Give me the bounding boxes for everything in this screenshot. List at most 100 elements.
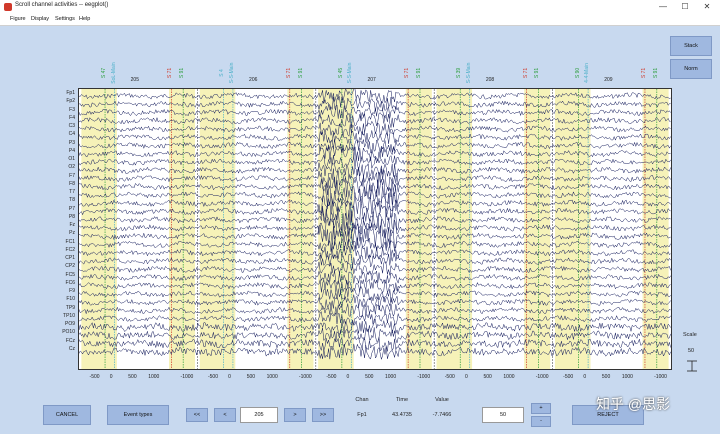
x-tick-label: 0 [464, 374, 468, 380]
amplitude-value: -7.7466 [432, 412, 452, 418]
channel-label: O1 [68, 156, 75, 162]
eeg-channel-trace [79, 278, 671, 294]
x-tick-label: 1000 [266, 374, 278, 380]
channel-label: P4 [68, 147, 75, 154]
event-marker-label: SoL-Main [110, 62, 117, 84]
epoch-number-label: 206 [249, 77, 258, 83]
eeg-channel-trace [79, 319, 671, 335]
x-tick-label: 0 [109, 374, 113, 380]
maximize-button[interactable]: ☐ [681, 2, 689, 11]
x-tick-label: -1000 [654, 374, 667, 380]
event-marker-label: S 91 [534, 67, 541, 79]
epoch-number-label: 205 [130, 77, 139, 83]
eeg-traces [79, 89, 671, 369]
last-epoch-button[interactable]: >> [312, 408, 334, 422]
window-length-input[interactable]: 50 [482, 407, 524, 423]
eeg-plot-area[interactable] [78, 88, 672, 370]
event-marker-label: S 91 [415, 67, 422, 79]
eeg-channel-trace [79, 145, 671, 162]
menu-settings[interactable]: Settings [55, 16, 75, 22]
x-tick-label: -500 [207, 374, 218, 380]
window-title: Scroll channel activities -- eegplot() [15, 2, 109, 8]
time-label: Time [395, 397, 409, 403]
eeg-channel-trace [79, 120, 671, 137]
chan-value: Fp1 [357, 412, 367, 418]
increase-scale-button[interactable]: + [531, 403, 551, 414]
eeg-channel-trace [79, 95, 671, 112]
menu-display[interactable]: Display [31, 16, 50, 22]
eeg-channel-trace [79, 208, 671, 232]
channel-label: TP9 [65, 304, 75, 311]
eeg-channel-trace [79, 294, 671, 311]
x-tick-label: -1000 [417, 374, 431, 380]
event-marker-label: S 71 [522, 67, 529, 79]
eeg-channel-trace [79, 167, 671, 191]
x-tick-label: 500 [365, 374, 374, 380]
decrease-scale-button[interactable]: - [531, 416, 551, 427]
x-tick-label: -500 [444, 374, 455, 380]
event-marker-label: S 71 [404, 67, 411, 79]
x-tick-label: 0 [228, 374, 231, 380]
menu-help[interactable]: Help [79, 16, 91, 22]
eeg-channel-trace [79, 270, 671, 286]
eeg-channel-trace [79, 343, 671, 361]
time-value: 43.4735 [392, 412, 412, 418]
eeg-channel-trace [79, 104, 671, 120]
epoch-number-label: 209 [604, 77, 613, 83]
eeg-channel-trace [79, 252, 671, 268]
stack-button[interactable]: Stack [670, 36, 712, 56]
x-tick-label: 1000 [385, 374, 397, 380]
event-marker-label: S 45 [337, 67, 344, 79]
event-marker-label: S 90 [574, 67, 581, 79]
eeg-channel-trace [79, 162, 671, 179]
menu-figure[interactable]: Figure [10, 16, 26, 22]
close-button[interactable]: ✕ [703, 2, 711, 11]
x-tick-label: 1000 [503, 374, 515, 380]
channel-label: P7 [68, 205, 75, 212]
epoch-number-label: 208 [485, 77, 495, 83]
first-epoch-button[interactable]: << [186, 408, 208, 422]
channel-label: Fz [69, 222, 75, 228]
eeg-channel-trace [79, 303, 671, 318]
norm-button[interactable]: Norm [670, 59, 712, 79]
channel-label: P3 [68, 139, 75, 146]
channel-label: FC2 [65, 246, 75, 253]
event-marker-label: S 47 [101, 67, 108, 79]
epoch-input[interactable]: 205 [240, 407, 278, 423]
channel-label: C4 [68, 131, 75, 138]
chan-label: Chan [355, 397, 369, 403]
channel-label: F8 [69, 180, 75, 187]
x-tick-label: 0 [583, 374, 587, 380]
prev-epoch-button[interactable]: < [214, 408, 236, 422]
channel-label: FC6 [65, 279, 75, 286]
event-marker-label: S 71 [167, 67, 174, 79]
channel-label: Fp2 [66, 98, 75, 105]
scale-label: Scale [683, 332, 697, 338]
event-marker-label: S 91 [179, 67, 186, 79]
x-tick-label: 1000 [621, 374, 633, 380]
channel-label: FC5 [65, 271, 75, 278]
channel-label: PO9 [64, 321, 75, 327]
channel-label: Fp1 [66, 90, 75, 96]
event-marker-label: 4-4-Main [584, 63, 591, 83]
channel-label: Pz [69, 230, 75, 237]
scale-value: 50 [688, 348, 695, 354]
channel-label: F4 [69, 114, 75, 121]
epoch-number-label: 207 [367, 77, 376, 83]
x-tick-label: 500 [483, 374, 492, 380]
minimize-button[interactable]: — [659, 2, 667, 11]
channel-label: PO10 [62, 329, 75, 336]
x-tick-label: -1000 [180, 374, 194, 380]
x-tick-label: 1000 [148, 374, 160, 380]
cancel-button[interactable]: CANCEL [43, 405, 91, 425]
eeg-channel-trace [79, 285, 671, 302]
x-tick-label: -1000 [535, 374, 549, 380]
next-epoch-button[interactable]: > [284, 408, 306, 422]
eeg-channel-trace [79, 261, 671, 276]
reject-button[interactable]: REJECT [572, 405, 644, 425]
event-types-button[interactable]: Event types [107, 405, 169, 425]
matlab-app-icon [4, 3, 12, 11]
event-marker-label: S-S-Main [228, 62, 235, 84]
channel-label: C3 [68, 123, 75, 129]
eeg-channel-trace [79, 236, 671, 252]
